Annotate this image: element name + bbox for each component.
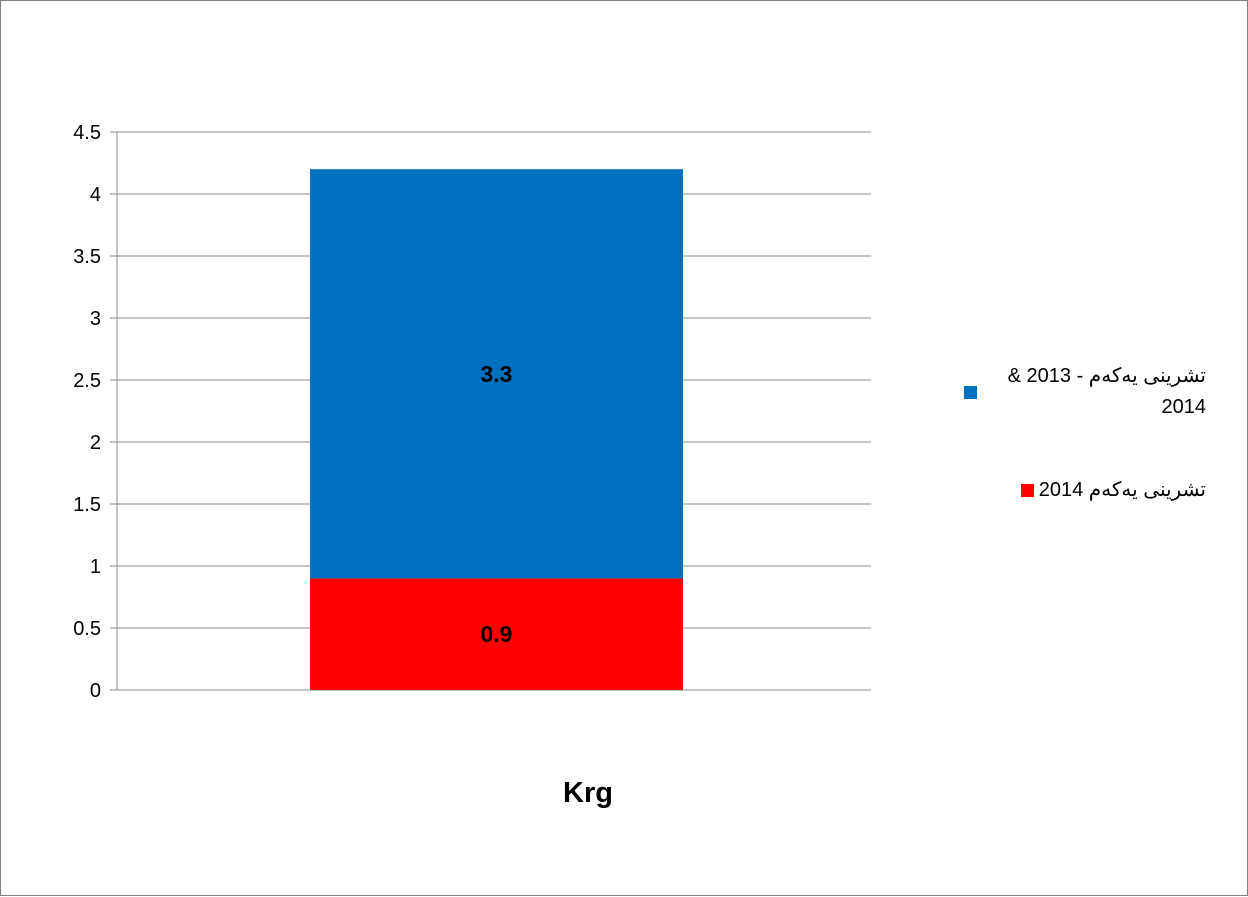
- data-label-series-2: 3.3: [481, 361, 513, 387]
- legend-item-series-1: تشرينی یەکەم 2014: [961, 475, 1206, 506]
- y-tick-label: 3: [90, 308, 101, 330]
- y-tick-label: 2: [90, 432, 101, 454]
- legend-swatch-red: [1021, 484, 1035, 497]
- x-category-label: Krg: [563, 777, 613, 809]
- legend-label-series-2: تشرينی یەکەم - 2013 & 2014: [1007, 365, 1206, 418]
- y-tick-label: 4: [90, 184, 101, 206]
- legend-swatch-blue: [963, 385, 977, 399]
- legend-label-series-1: تشرينی یەکەم 2014: [1038, 479, 1206, 501]
- chart-bars: [310, 169, 683, 690]
- y-tick-label: 0.5: [73, 618, 101, 640]
- bar-segment-series-1: [310, 578, 683, 690]
- y-tick-label: 4.5: [73, 122, 101, 144]
- chart-axes: [110, 131, 118, 691]
- y-tick-label: 1.5: [73, 494, 101, 516]
- chart-legend: تشرينی یەکەم - 2013 & 2014 تشرينی یەکەم …: [961, 361, 1206, 558]
- legend-item-series-2: تشرينی یەکەم - 2013 & 2014: [961, 361, 1206, 423]
- y-tick-label: 1: [90, 556, 101, 578]
- y-tick-label: 3.5: [73, 246, 101, 268]
- data-label-series-1: 0.9: [481, 621, 513, 647]
- y-tick-label: 2.5: [73, 370, 101, 392]
- bar-segment-series-2: [310, 169, 683, 579]
- y-tick-label: 0: [90, 680, 101, 702]
- chart-labels: 0 0.5 1 1.5 2 2.5 3 3.5 4 4.5 0.9 3.3 Krg: [73, 122, 613, 809]
